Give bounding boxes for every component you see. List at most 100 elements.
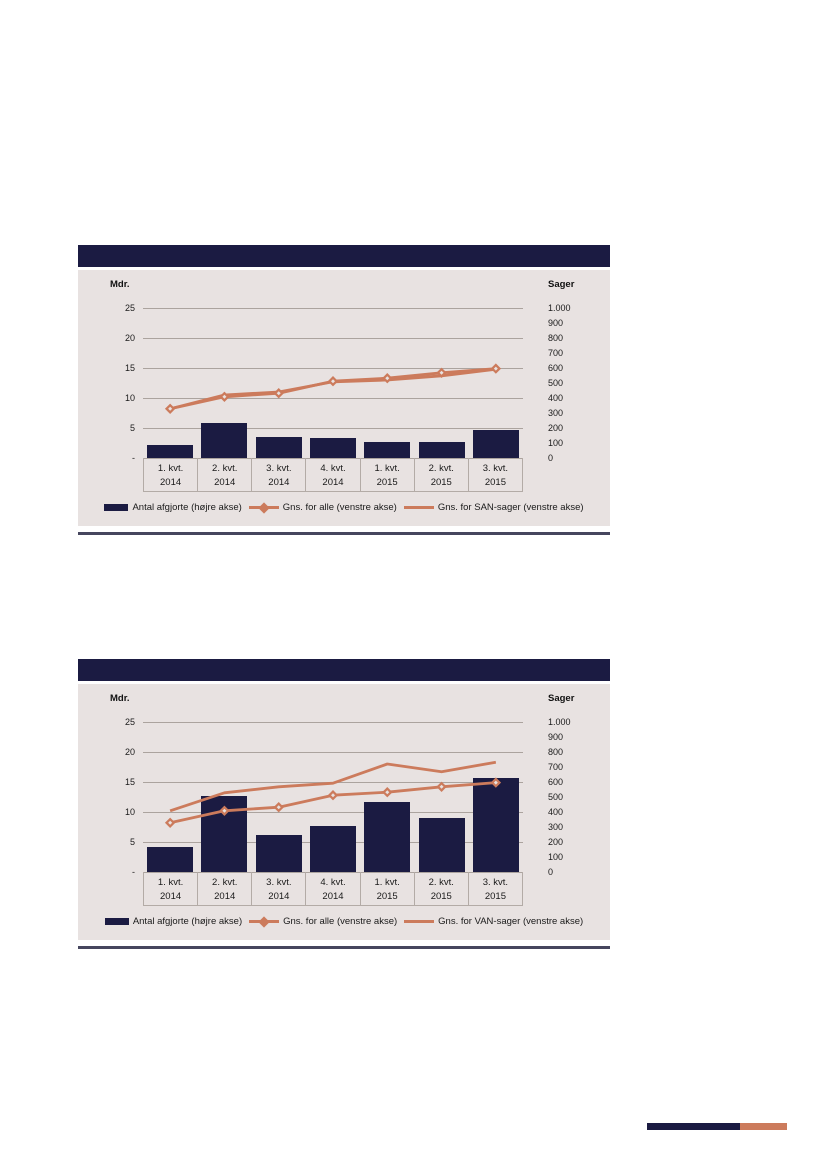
legend-item-antal-afgjorte-h-jre-akse: Antal afgjorte (højre akse) [104,502,242,513]
left-axis-tick: 20 [124,333,135,343]
bar-1-kvt-2015 [364,802,411,872]
left-axis-tick: - [132,453,135,463]
gridline [143,458,523,459]
gridline [143,722,523,723]
left-axis-tick: 10 [124,393,135,403]
diamond-marker-center [439,784,444,789]
category-label-line: 2. kvt. [212,463,238,474]
category-label: 1. kvt. 2014 [143,872,197,905]
category-label-line: 2015 [430,891,452,902]
line-gns-for-van-sager-venstre-akse [169,760,497,813]
left-axis-tick: 20 [124,747,135,757]
left-axis-tick: 5 [129,423,135,433]
right-axis-tick: 0 [548,867,554,877]
category-label: 3. kvt. 2014 [251,458,305,491]
right-axis-tick: 800 [548,747,564,757]
legend-item-gns-for-van-sager-venstre-akse: Gns. for VAN-sager (venstre akse) [404,916,583,927]
category-label-line: 2015 [430,477,452,488]
category-label-line: 3. kvt. [266,463,292,474]
line-gns-for-alle-venstre-akse [169,781,496,825]
diamond-marker-center [331,379,335,384]
diamond-marker-center [222,808,227,813]
right-axis-tick: 200 [548,423,564,433]
right-axis-tick: 400 [548,807,564,817]
category-label: 2. kvt. 2014 [197,458,251,491]
right-axis-tick: 700 [548,348,564,358]
category-label-line: 4. kvt. [320,463,346,474]
category-label-line: 2014 [268,891,290,902]
line-gns-for-san-sager-venstre-akse [169,367,497,411]
legend-item-gns-for-alle-venstre-akse: Gns. for alle (venstre akse) [248,501,397,514]
category-label-line: 2015 [484,477,506,488]
diamond-marker-center [331,793,335,798]
category-label-line: 2015 [376,477,398,488]
category-label: 2. kvt. 2015 [413,458,468,491]
category-label: 2. kvt. 2014 [197,872,251,905]
category-label-line: 1. kvt. [157,463,184,474]
legend-label: Gns. for alle (venstre akse) [282,502,397,513]
category-label-line: 3. kvt. [482,463,509,474]
diamond-marker-center [385,376,390,381]
diamond-marker-center [168,406,173,411]
category-label: 3. kvt. 2014 [251,872,305,905]
legend-label: Antal afgjorte (højre akse) [132,502,242,513]
bar-4-kvt-2014 [310,825,356,872]
category-label-line: 2. kvt. [428,877,454,888]
category-label-line: 1. kvt. [374,463,400,474]
category-label-line: 2014 [322,891,344,902]
bar-3-kvt-2014 [255,437,302,458]
legend-label: Gns. for VAN-sager (venstre akse) [438,916,584,927]
right-axis-tick: 0 [548,453,554,463]
category-label: 4. kvt. 2014 [305,458,359,491]
line-series-layer [164,363,502,414]
bar-3-kvt-2015 [472,778,519,872]
category-label: 1. kvt. 2015 [359,458,414,491]
category-axis: 1. kvt. 2014 2. kvt. 2014 3. kvt. 2014 4. kvt.… [143,458,523,492]
diamond-marker-center [168,820,173,825]
right-axis-title: Sager [548,693,575,704]
gridline [143,368,523,369]
chart-bottom-rule [78,532,610,535]
category-label: 2. kvt. 2015 [413,872,468,905]
category-label: 3. kvt. 2015 [467,872,522,905]
category-axis: 1. kvt. 2014 2. kvt. 2014 3. kvt. 2014 4. kvt.… [143,872,523,906]
legend-label: Gns. for alle (venstre akse) [283,916,398,927]
category-label: 1. kvt. 2014 [143,458,197,491]
bar-4-kvt-2014 [310,437,356,458]
gridline [143,398,523,399]
category-label-line: 2014 [160,477,182,488]
left-axis-tick: - [132,867,135,877]
gridline [143,752,523,753]
category-label: 3. kvt. 2015 [467,458,522,491]
right-axis-tick: 600 [548,777,564,787]
left-axis-tick: 25 [124,303,135,313]
chart-area: Mdr. Sager 1. kvt. 2014 2. kvt. 2014 3. kvt.… [78,684,610,940]
chart-area: Mdr. Sager 1. kvt. 2014 2. kvt. 2014 3. kvt.… [78,270,610,526]
right-axis-tick: 500 [548,378,564,388]
legend: Antal afgjorte (højre akse) Gns. for alle… [78,501,610,514]
legend-label: Gns. for SAN-sager (venstre akse) [437,502,584,513]
gridline [143,812,523,813]
left-axis-tick: 15 [124,777,135,787]
category-label-line: 2. kvt. [212,877,238,888]
category-label-line: 2014 [322,477,344,488]
left-axis-title: Mdr. [110,279,130,290]
left-axis-tick: 10 [124,807,135,817]
right-axis-tick: 500 [548,792,564,802]
category-label: 4. kvt. 2014 [305,872,359,905]
diamond-marker-center [222,394,227,399]
chart-title-bar [78,659,610,681]
bar-1-kvt-2015 [364,441,411,458]
right-axis-tick: 100 [548,438,564,448]
left-axis-tick: 25 [124,717,135,727]
diamond-marker-center [439,370,444,375]
right-axis-tick: 900 [548,318,564,328]
legend-item-antal-afgjorte-h-jre-akse: Antal afgjorte (højre akse) [104,916,242,927]
bar-2-kvt-2015 [418,818,465,872]
right-axis-tick: 800 [548,333,564,343]
category-label-line: 2014 [268,477,290,488]
category-label-line: 2014 [160,891,182,902]
diamond-marker-center [276,805,281,810]
right-axis-tick: 300 [548,408,564,418]
